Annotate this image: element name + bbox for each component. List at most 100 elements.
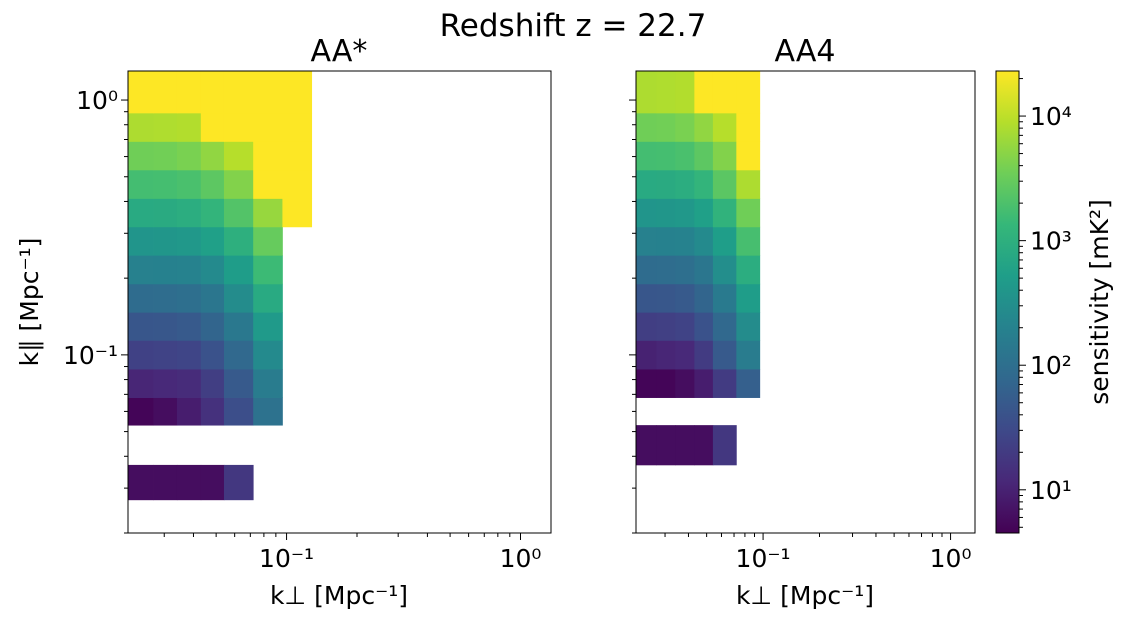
- heatmap-cell: [656, 283, 676, 313]
- heatmap-cell: [636, 112, 657, 142]
- heatmap-cell: [128, 112, 154, 142]
- colorbar-tick-label: 10⁴: [1030, 102, 1072, 131]
- heatmap-cell: [675, 312, 695, 341]
- colorbar-ticks: 10¹ 10² 10³ 10⁴: [1019, 78, 1072, 528]
- heatmap-cell: [694, 425, 714, 466]
- heatmap-cell: [736, 141, 761, 171]
- heatmap-cell: [176, 340, 202, 370]
- axis-ticks: 10⁻¹ 10⁰ 10⁻¹ 10⁰: [63, 86, 541, 573]
- heatmap-cell: [128, 71, 154, 114]
- heatmap-cell: [153, 369, 178, 398]
- heatmap-cell: [200, 464, 225, 501]
- heatmap-cell: [675, 169, 695, 199]
- heatmap-cell: [223, 340, 254, 370]
- heatmap-cell: [694, 369, 714, 398]
- heatmap-cell: [656, 425, 676, 466]
- heatmap-cell: [200, 169, 225, 199]
- heatmap-cell: [736, 169, 761, 199]
- heatmap-cell: [128, 369, 154, 398]
- heatmap-cell: [656, 198, 676, 228]
- heatmap-cell: [694, 198, 714, 228]
- panel-aa-star: AA* 10⁻¹ 10⁰ 10⁻¹ 10⁰ k⊥ [Mpc⁻¹] k∥ [Mpc⁻¹]: [15, 34, 552, 610]
- heatmap-cell: [675, 226, 695, 256]
- heatmap-cell: [200, 255, 225, 285]
- heatmap-cell: [694, 340, 714, 370]
- heatmap-cell: [223, 141, 254, 171]
- axis-ticks: 10⁻¹ 10⁰: [629, 99, 971, 573]
- x-tick-label: 10⁻¹: [736, 544, 791, 573]
- heatmap-cell: [712, 169, 737, 199]
- heatmap-cell: [736, 255, 761, 285]
- heatmap-cell: [736, 71, 761, 114]
- heatmap-cell: [176, 226, 202, 256]
- heatmap-cell: [712, 312, 737, 341]
- heatmap-cell: [253, 283, 283, 313]
- heatmap-cells: [128, 71, 313, 501]
- y-tick-label: 10⁻¹: [63, 341, 118, 370]
- heatmap-cell: [153, 312, 178, 341]
- heatmap-cell: [636, 198, 657, 228]
- heatmap-cell: [253, 71, 283, 114]
- heatmap-cell: [694, 112, 714, 142]
- heatmap-cell: [636, 169, 657, 199]
- heatmap-cell: [153, 255, 178, 285]
- heatmap-cell: [656, 226, 676, 256]
- heatmap-cell: [223, 255, 254, 285]
- panel-title: AA4: [775, 34, 836, 69]
- heatmap-cell: [656, 71, 676, 114]
- heatmap-cell: [656, 369, 676, 398]
- heatmap-cell: [153, 71, 178, 114]
- heatmap-cell: [153, 283, 178, 313]
- heatmap-cell: [253, 369, 283, 398]
- heatmap-cell: [253, 141, 283, 171]
- heatmap-cell: [200, 141, 225, 171]
- heatmap-cell: [200, 112, 225, 142]
- heatmap-cell: [253, 198, 283, 228]
- heatmap-cell: [636, 340, 657, 370]
- heatmap-cell: [128, 340, 154, 370]
- heatmap-cell: [675, 255, 695, 285]
- x-tick-label: 10⁻¹: [259, 544, 314, 573]
- heatmap-cell: [636, 369, 657, 398]
- heatmap-cell: [712, 112, 737, 142]
- heatmap-cell: [176, 141, 202, 171]
- heatmap-cell: [128, 312, 154, 341]
- heatmap-cell: [253, 255, 283, 285]
- colorbar: 10¹ 10² 10³ 10⁴ sensitivity [mK²]: [995, 70, 1114, 534]
- panel-title: AA*: [311, 34, 368, 69]
- plot-frame: [635, 70, 976, 534]
- colorbar-label: sensitivity [mK²]: [1085, 199, 1114, 405]
- heatmap-cell: [656, 112, 676, 142]
- colorbar-gradient: [995, 70, 1020, 534]
- heatmap-cell: [656, 255, 676, 285]
- heatmap-cell: [200, 283, 225, 313]
- heatmap-cell: [223, 312, 254, 341]
- heatmap-cell: [153, 141, 178, 171]
- heatmap-cell: [176, 255, 202, 285]
- heatmap-cell: [153, 169, 178, 199]
- heatmap-cell: [128, 169, 154, 199]
- heatmap-cell: [712, 369, 737, 398]
- heatmap-cell: [200, 71, 225, 114]
- figure-suptitle: Redshift z = 22.7: [440, 8, 707, 44]
- heatmap-cell: [128, 397, 154, 426]
- heatmap-cell: [176, 283, 202, 313]
- heatmap-cell: [176, 71, 202, 114]
- heatmap-cell: [675, 141, 695, 171]
- heatmap-cell: [712, 340, 737, 370]
- heatmap-cell: [223, 226, 254, 256]
- heatmap-cell: [712, 198, 737, 228]
- heatmap-cell: [153, 397, 178, 426]
- heatmap-cell: [656, 169, 676, 199]
- heatmap-cell: [675, 369, 695, 398]
- heatmap-cell: [200, 312, 225, 341]
- heatmap-cell: [656, 141, 676, 171]
- heatmap-cell: [253, 226, 283, 256]
- heatmap-cell: [282, 141, 313, 171]
- heatmap-cell: [694, 283, 714, 313]
- heatmap-cell: [736, 312, 761, 341]
- heatmap-cell: [253, 169, 283, 199]
- heatmap-cell: [636, 226, 657, 256]
- heatmap-cell: [712, 255, 737, 285]
